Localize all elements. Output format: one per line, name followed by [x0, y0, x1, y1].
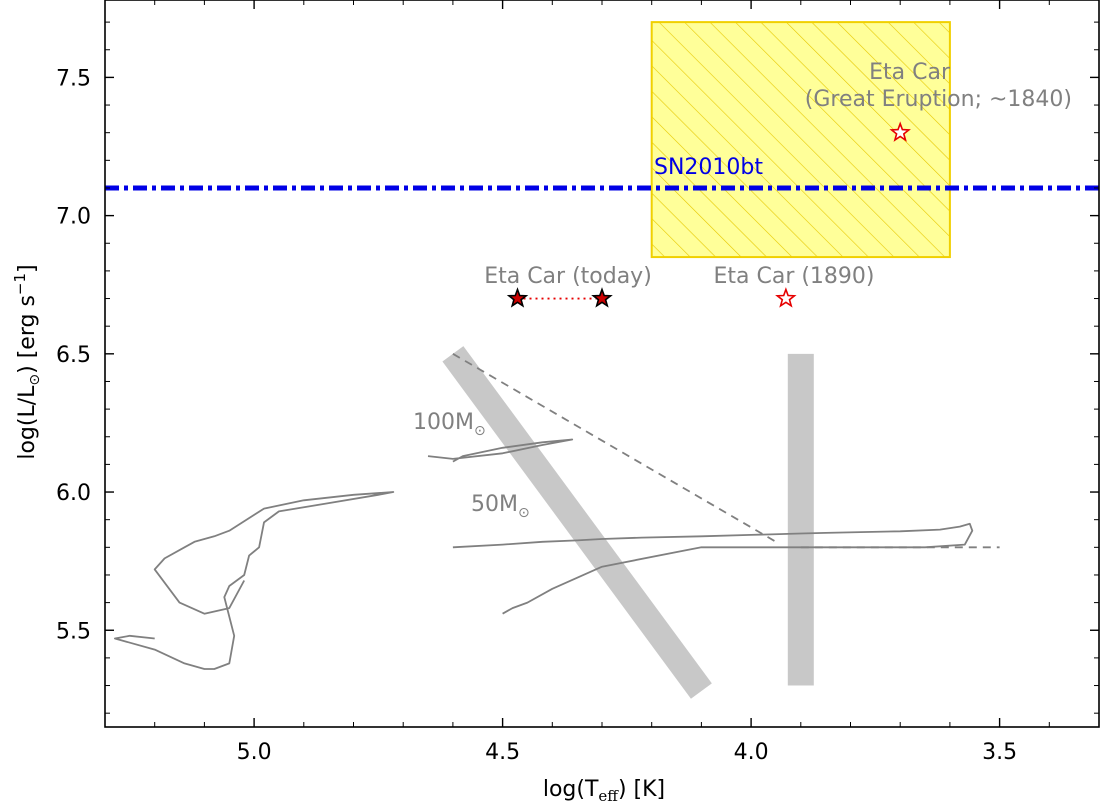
x-tick-label: 4.5	[485, 740, 520, 765]
eta-1890-label: Eta Car (1890)	[713, 264, 874, 289]
x-axis-title-main: log(T	[543, 777, 599, 802]
x-tick-label: 4.0	[734, 740, 769, 765]
track-100m-label: 100M⊙	[413, 410, 486, 439]
diagonal-band	[442, 346, 712, 699]
star-point-0	[506, 287, 529, 308]
eta-great-label-2: (Great Eruption; ~1840)	[805, 87, 1072, 112]
track-50m-label: 50M⊙	[471, 492, 530, 521]
star-point-2	[775, 287, 797, 308]
great-eruption-box	[650, 21, 951, 259]
y-axis-title-sun: ⊙	[27, 374, 43, 386]
y-tick-label: 6.5	[56, 343, 91, 368]
grey-bands	[442, 346, 814, 699]
track-100m-sun: ⊙	[474, 423, 486, 439]
eta-car-points	[506, 121, 911, 308]
track-100M	[427, 438, 574, 463]
eta-great-label-1: Eta Car	[869, 60, 951, 85]
track-100m-mass: 100M	[413, 410, 474, 435]
y-tick-label: 7.0	[56, 205, 91, 230]
track-low-mass	[114, 491, 395, 670]
x-tick-label: 5.0	[237, 740, 272, 765]
x-tick-label: 3.5	[982, 740, 1017, 765]
plot-area	[105, 21, 1099, 699]
y-axis-title-sup: −1	[11, 273, 29, 295]
sn-label: SN2010bt	[654, 155, 763, 180]
eta-today-label: Eta Car (today)	[484, 264, 652, 289]
y-tick-label: 7.5	[56, 66, 91, 91]
y-tick-label: 6.0	[56, 481, 91, 506]
y-axis-title-close: ]	[15, 264, 40, 273]
x-axis-title: log(Teff) [K]	[543, 777, 665, 805]
diagonal-dashed	[452, 353, 777, 543]
x-axis-title-sub: eff	[598, 787, 619, 805]
y-axis-title-main: log(L/L	[15, 385, 40, 460]
track-50M	[452, 522, 974, 615]
y-tick-label: 5.5	[56, 619, 91, 644]
evolutionary-tracks	[114, 438, 974, 670]
x-axis-title-tail: ) [K]	[618, 777, 665, 802]
track-50m-sun: ⊙	[518, 505, 530, 521]
star-point-3	[889, 121, 911, 142]
axis-ticks: 5.0 4.5 4.0 3.5 5.5 6.0 6.5 7.0 7.5	[56, 0, 1099, 765]
y-axis-title: log(L/L⊙) [erg s−1]	[11, 264, 43, 459]
track-50m-mass: 50M	[471, 492, 518, 517]
y-axis-title-tail: ) [erg s	[15, 295, 40, 374]
star-point-1	[591, 287, 613, 308]
